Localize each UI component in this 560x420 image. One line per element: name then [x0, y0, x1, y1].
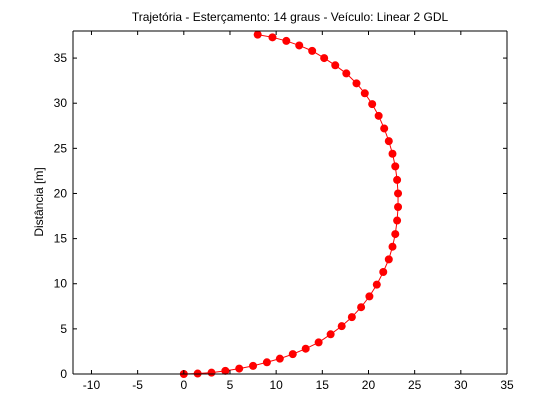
y-axis-label: Distância [m] [32, 167, 46, 236]
trajectory-point [388, 149, 397, 158]
trajectory-point [235, 364, 244, 373]
trajectory-point [308, 46, 317, 55]
trajectory-point [388, 242, 397, 251]
y-tick-label: 20 [54, 186, 68, 200]
x-tick-label: 25 [408, 378, 422, 392]
trajectory-point [207, 368, 216, 377]
trajectory-point [394, 203, 403, 212]
x-tick-label: -10 [83, 378, 101, 392]
y-tick-label: 25 [54, 141, 68, 155]
trajectory-point [384, 255, 393, 264]
x-tick-label: 20 [362, 378, 376, 392]
y-tick-label: 15 [54, 232, 68, 246]
trajectory-point [393, 175, 402, 184]
trajectory-point [342, 69, 351, 78]
trajectory-point [221, 366, 230, 375]
trajectory-point [357, 303, 366, 312]
axes-background [73, 31, 507, 374]
trajectory-point [379, 268, 388, 276]
series-layer [179, 30, 403, 378]
x-tick-label: 30 [454, 378, 468, 392]
x-tick-label: 5 [227, 378, 234, 392]
x-tick-label: 35 [500, 378, 514, 392]
y-tick-label: 30 [54, 96, 68, 110]
x-tick-label: 10 [269, 378, 283, 392]
trajectory-point [368, 100, 377, 109]
chart-title: Trajetória - Esterçamento: 14 graus - Ve… [132, 10, 449, 24]
trajectory-point [374, 111, 383, 120]
trajectory-point [262, 358, 271, 367]
trajectory-point [391, 230, 400, 239]
y-tick-label: 10 [54, 277, 68, 291]
trajectory-point [391, 162, 400, 171]
trajectory-point [268, 33, 277, 42]
trajectory-point [393, 216, 402, 225]
trajectory-point [314, 338, 323, 347]
trajectory-point [275, 354, 284, 363]
trajectory-point [320, 54, 329, 63]
x-tick-label: 15 [316, 378, 330, 392]
y-tick-label: 0 [60, 367, 67, 381]
trajectory-point [295, 41, 304, 50]
trajectory-point [347, 313, 356, 322]
trajectory-point [372, 280, 381, 289]
trajectory-point [331, 61, 340, 70]
trajectory-point [326, 330, 335, 339]
trajectory-point [337, 322, 346, 331]
x-ticks: -10 -5 0 5 10 15 20 25 30 35 [83, 31, 514, 392]
trajectory-point [365, 292, 374, 301]
axes-frame [72, 30, 508, 375]
trajectory-point [282, 36, 291, 45]
x-tick-label: 0 [180, 378, 187, 392]
y-tick-label: 35 [54, 51, 68, 65]
trajectory-point [288, 350, 297, 359]
trajectory-point [394, 189, 403, 198]
trajectory-point [352, 79, 361, 88]
trajectory-point [360, 89, 369, 98]
trajectory-point [384, 137, 393, 146]
trajectory-point [380, 124, 389, 133]
trajectory-point [249, 361, 258, 370]
trajectory-point [301, 344, 310, 353]
trajectory-point [253, 30, 262, 39]
y-ticks: 0 5 10 15 20 25 30 35 [54, 51, 507, 381]
y-tick-label: 5 [60, 322, 67, 336]
x-tick-label: -5 [132, 378, 143, 392]
